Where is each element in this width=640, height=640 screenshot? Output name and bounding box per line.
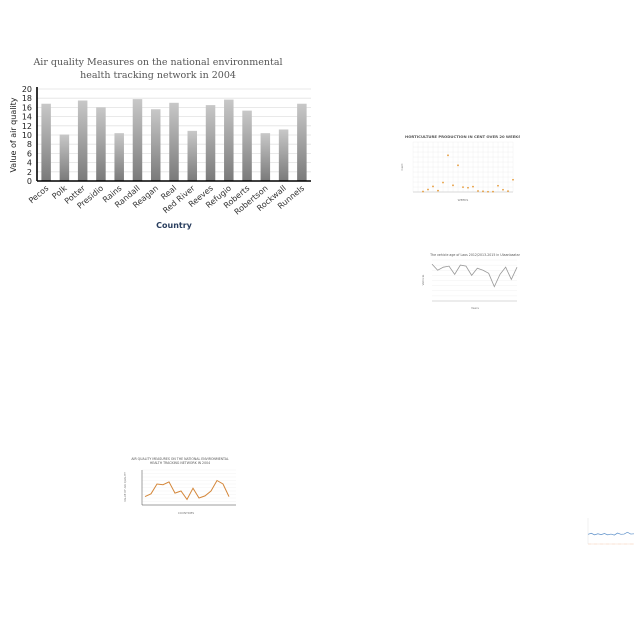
- scatter-point: [462, 186, 464, 189]
- bar: [260, 133, 271, 181]
- y-tick-label: 8: [27, 140, 32, 149]
- y-tick-label: 10: [22, 131, 32, 140]
- bar: [187, 130, 198, 181]
- scatter-point: [437, 189, 439, 192]
- scatter-point: [482, 190, 484, 193]
- scatter-point: [442, 181, 444, 184]
- chart-title: The vehicle age of Laos 2012/2013-2015 i…: [429, 253, 520, 257]
- scatter-point: [507, 190, 509, 193]
- bar: [77, 100, 88, 181]
- blue-line-chart: [587, 518, 635, 545]
- bar: [114, 133, 124, 181]
- series-line: [431, 263, 518, 288]
- y-axis-title: Value of air quality: [9, 97, 18, 172]
- blue-line-chart-panel: [580, 514, 636, 548]
- y-tick-label: 14: [22, 113, 32, 122]
- scatter-chart: HORTICULTURE PRODUCTION IN CENT OVER 20 …: [400, 134, 521, 202]
- bar: [242, 110, 252, 181]
- series-line: [144, 479, 230, 501]
- bar: [169, 102, 179, 181]
- bar-chart: Air quality Measures on the national env…: [9, 57, 311, 230]
- scatter-point: [487, 190, 489, 193]
- y-tick-label: 0: [27, 177, 32, 186]
- scatter-chart-panel: HORTICULTURE PRODUCTION IN CENT OVER 20 …: [395, 130, 521, 205]
- y-tick-label: 12: [22, 122, 32, 131]
- y-tick-label: 2: [27, 168, 32, 177]
- bar: [132, 99, 143, 181]
- air-quality-line-chart-panel: AIR QUALITY MEASURES ON THE NATIONAL ENV…: [118, 455, 243, 515]
- chart-title-line: AIR QUALITY MEASURES ON THE NATIONAL ENV…: [131, 457, 229, 461]
- bar: [297, 103, 307, 181]
- scatter-point: [502, 188, 504, 191]
- y-tick-label: 4: [27, 159, 32, 168]
- bar: [205, 105, 216, 181]
- chart-title-line: health tracking network in 2004: [80, 70, 236, 81]
- x-axis-title: COUNTRIES: [178, 511, 195, 515]
- x-axis-title: Years: [471, 306, 479, 310]
- vehicle-line-chart-panel: The vehicle age of Laos 2012/2013-2015 i…: [420, 248, 521, 312]
- scatter-point: [427, 188, 429, 191]
- scatter-point: [492, 190, 494, 193]
- bar: [278, 129, 289, 181]
- y-tick-label: 18: [22, 94, 32, 103]
- vehicle-line-chart: The vehicle age of Laos 2012/2013-2015 i…: [421, 253, 521, 310]
- scatter-point: [447, 154, 449, 157]
- bar: [59, 134, 70, 181]
- y-axis-title: VALUE OF AIR QUALITY: [123, 472, 127, 502]
- scatter-point: [452, 184, 454, 187]
- bar: [150, 109, 161, 181]
- x-tick-label: Pecos: [27, 184, 50, 206]
- y-tick-label: 6: [27, 149, 32, 158]
- y-tick-label: 16: [22, 103, 32, 112]
- scatter-point: [512, 178, 514, 181]
- bar: [96, 107, 106, 181]
- series-line: [587, 531, 635, 536]
- x-axis-title: Country: [156, 221, 193, 230]
- scatter-point: [432, 185, 434, 188]
- air-quality-line-chart: AIR QUALITY MEASURES ON THE NATIONAL ENV…: [123, 457, 236, 515]
- scatter-point: [497, 184, 499, 187]
- y-tick-label: 20: [22, 85, 32, 94]
- scatter-point: [467, 186, 469, 189]
- chart-title-line: Air quality Measures on the national env…: [32, 57, 282, 68]
- bar: [224, 99, 234, 181]
- scatter-point: [422, 190, 424, 193]
- y-axis-title: Vehicle: [421, 274, 425, 285]
- bar: [41, 103, 51, 181]
- chart-title-line: HEALTH TRACKING NETWORK IN 2004: [150, 461, 210, 465]
- scatter-point: [472, 185, 474, 188]
- scatter-point: [477, 190, 479, 192]
- bar-chart-panel: Air quality Measures on the national env…: [0, 0, 340, 240]
- x-axis-title: WEEKS: [458, 198, 469, 202]
- chart-title: HORTICULTURE PRODUCTION IN CENT OVER 20 …: [405, 134, 520, 139]
- scatter-point: [457, 164, 459, 167]
- y-axis-title: Cent: [400, 163, 404, 171]
